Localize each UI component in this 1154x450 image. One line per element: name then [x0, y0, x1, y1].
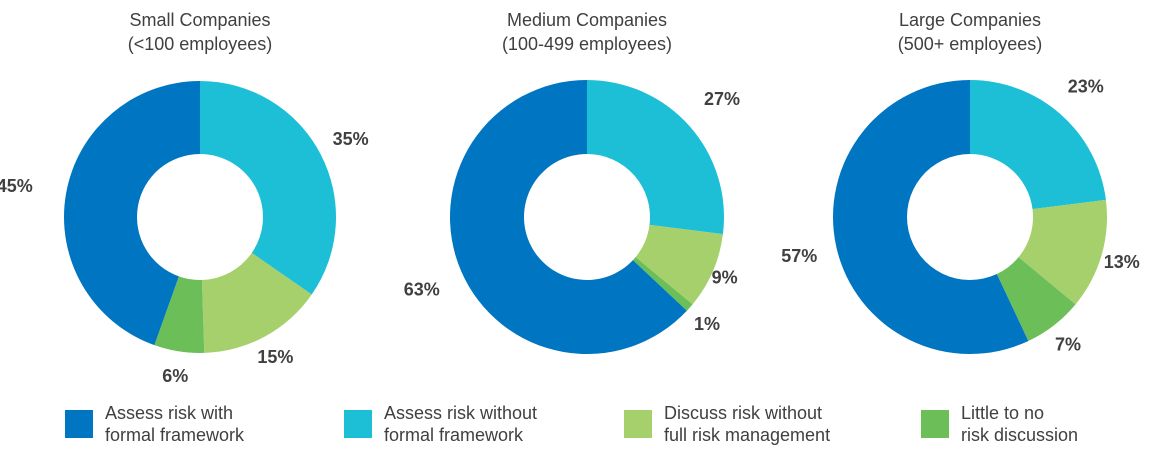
donut-slice: [833, 79, 1029, 354]
donut-chart-1: Small Companies (<100 employees) 45% 35% 15%…: [0, 10, 369, 386]
donut-slice: [449, 80, 687, 354]
slice-value-label: 45%: [0, 176, 33, 196]
legend-swatch-discuss-risk: [624, 410, 652, 438]
slice-value-label: 23%: [1068, 77, 1104, 97]
slice-value-label: 15%: [257, 347, 293, 367]
slice-value-label: 6%: [162, 366, 188, 386]
donut-chart-3: Large Companies (500+ employees) 57% 23% 13%…: [781, 10, 1140, 354]
legend-label-line2: risk discussion: [961, 425, 1079, 445]
donut-slice: [970, 80, 1106, 210]
legend-item-formal-framework: Assess risk with formal framework: [65, 402, 244, 446]
legend-swatch-without-formal-framework: [344, 410, 372, 438]
legend-item-little-risk: Little to no risk discussion: [921, 402, 1078, 446]
legend-label-line1: Little to no: [961, 403, 1045, 423]
slice-value-label: 63%: [404, 279, 440, 299]
slice-value-label: 35%: [333, 129, 369, 149]
legend-label-line1: Assess risk with: [105, 403, 234, 423]
chart-subtitle: (<100 employees): [128, 34, 273, 54]
legend-swatch-little-risk: [921, 410, 949, 438]
slice-value-label: 27%: [704, 89, 740, 109]
donut-charts: Small Companies (<100 employees) 45% 35% 15%…: [0, 10, 1140, 386]
donut-slice: [1018, 199, 1107, 305]
donut-slice: [201, 252, 312, 353]
donut-slice: [635, 224, 723, 305]
slice-value-label: 13%: [1104, 252, 1140, 272]
slice-value-label: 1%: [694, 314, 720, 334]
slice-value-label: 7%: [1055, 334, 1081, 354]
chart-title: Large Companies: [899, 10, 1041, 30]
chart-title: Medium Companies: [507, 10, 667, 30]
legend-label-line2: full risk management: [664, 425, 831, 445]
legend-label-line2: formal framework: [384, 425, 524, 445]
donut-slice: [154, 276, 205, 353]
chart-subtitle: (100-499 employees): [502, 34, 672, 54]
chart-subtitle: (500+ employees): [898, 34, 1043, 54]
legend-label-line1: Assess risk without: [384, 403, 538, 423]
legend-swatch-formal-framework: [65, 410, 93, 438]
slice-value-label: 9%: [712, 268, 738, 288]
donut-slice: [996, 257, 1076, 341]
legend-label-line2: formal framework: [105, 425, 245, 445]
donut-slice: [632, 257, 693, 311]
donut-slice: [63, 81, 201, 346]
legend-item-discuss-risk: Discuss risk without full risk managemen…: [624, 402, 830, 446]
legend-label-line1: Discuss risk without: [664, 403, 823, 423]
legend-item-without-formal-framework: Assess risk without formal framework: [344, 402, 537, 446]
legend: Assess risk with formal framework Assess…: [0, 402, 1154, 450]
chart-title: Small Companies: [129, 10, 270, 30]
slice-value-label: 57%: [781, 246, 817, 266]
donut-slice: [587, 80, 724, 235]
donut-chart-2: Medium Companies (100-499 employees) 63% 27…: [404, 10, 740, 354]
donut-slice: [200, 81, 336, 295]
